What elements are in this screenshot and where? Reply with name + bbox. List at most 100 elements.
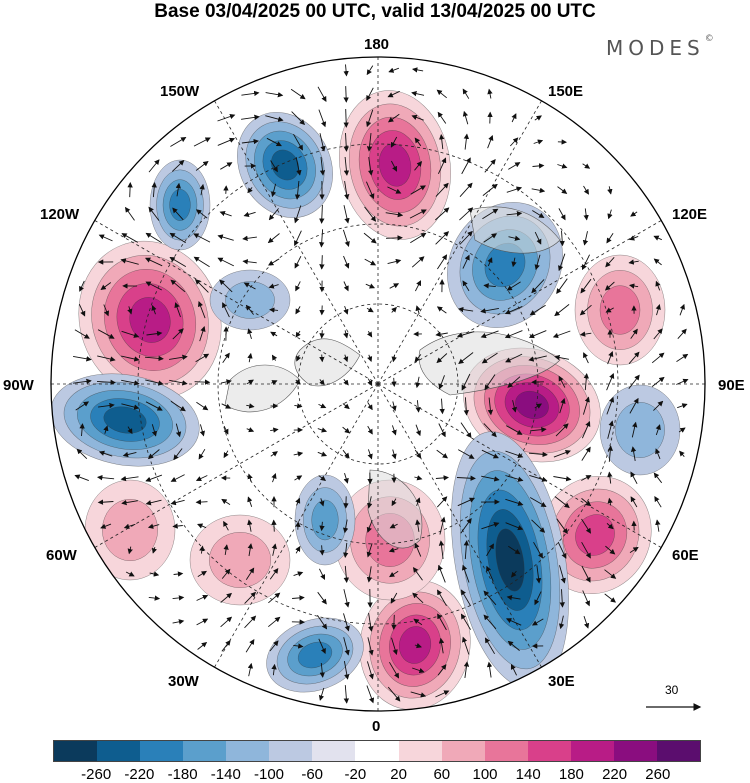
wind-arrow [196, 618, 209, 626]
wind-arrow [483, 423, 497, 438]
wind-arrow [343, 305, 349, 315]
wind-arrow [121, 233, 139, 243]
wind-arrow [366, 307, 374, 313]
wind-arrow [505, 450, 524, 459]
wind-arrow [481, 522, 500, 530]
wind-arrow [79, 423, 85, 437]
wind-arrow [557, 163, 568, 169]
wind-arrow [169, 379, 188, 386]
colorbar-swatch [398, 741, 442, 761]
wind-arrow [367, 378, 373, 387]
wind-arrow [270, 160, 278, 173]
wind-arrow [438, 540, 445, 559]
wind-arrow [295, 306, 301, 315]
wind-arrow [414, 280, 422, 292]
wind-arrow [318, 687, 325, 701]
wind-arrow [554, 354, 569, 361]
wind-arrow [388, 67, 400, 73]
wind-arrow [505, 498, 524, 506]
wind-arrow [343, 108, 349, 128]
wind-arrow [243, 211, 256, 217]
wind-arrow [655, 280, 661, 291]
wind-arrow [459, 182, 473, 198]
wind-arrow [122, 451, 137, 458]
wind-arrow [197, 641, 208, 650]
wind-arrow [195, 209, 208, 219]
meridian-line [377, 218, 664, 385]
wind-arrow [415, 497, 421, 507]
wind-arrow [391, 614, 397, 630]
wind-arrow [462, 110, 469, 125]
anomaly-contour [515, 390, 549, 420]
brand-name: MODES [606, 36, 705, 60]
wind-arrow [151, 546, 158, 554]
wind-arrow [533, 139, 544, 145]
wind-arrow [241, 114, 260, 121]
wind-arrow [295, 378, 301, 385]
wind-arrow [366, 109, 374, 128]
wind-arrow [144, 355, 164, 362]
wind-arrow [486, 565, 494, 582]
colorbar-tick-label: -20 [344, 766, 367, 783]
wind-arrow [196, 594, 209, 601]
wind-arrow [558, 253, 566, 272]
wind-arrow [295, 545, 301, 554]
wind-arrow [73, 355, 92, 362]
wind-arrow [389, 283, 400, 289]
wind-arrow [319, 379, 325, 386]
wind-arrow [221, 639, 231, 652]
wind-arrow [172, 207, 184, 221]
wind-arrow [217, 113, 236, 122]
wind-arrow [606, 372, 615, 391]
colorbar-tick-label: 20 [390, 766, 407, 783]
wind-arrow [579, 304, 592, 316]
wind-arrow [462, 254, 470, 269]
wind-arrow [367, 157, 374, 176]
wind-arrow [292, 595, 305, 601]
wind-arrow [529, 497, 547, 507]
wind-arrow [435, 182, 449, 197]
wind-arrow [606, 523, 614, 530]
wind-arrow [145, 474, 163, 482]
wind-arrow [217, 257, 235, 267]
wind-arrow [247, 543, 253, 557]
wind-arrow [296, 355, 302, 362]
wind-arrow [583, 185, 589, 195]
wind-arrow [385, 211, 404, 218]
wind-arrow [581, 541, 591, 559]
wind-arrow [366, 661, 374, 680]
anomaly-contour [615, 402, 665, 458]
wind-arrow [98, 450, 113, 457]
wind-arrow [607, 420, 614, 439]
wind-arrow [343, 132, 349, 152]
wind-arrow [435, 475, 449, 481]
wind-arrow [415, 519, 421, 532]
wind-arrow [437, 664, 447, 676]
wind-arrow [147, 449, 160, 460]
lon-label-60e: 60E [672, 547, 699, 564]
wind-arrow [270, 451, 278, 457]
wind-arrow [270, 427, 279, 433]
lon-label-90w: 90W [3, 377, 34, 394]
wind-arrow [317, 615, 328, 630]
wind-arrow [387, 113, 400, 123]
wind-arrow [581, 254, 591, 271]
wind-arrow [558, 208, 566, 221]
wind-arrow [458, 306, 474, 313]
wind-arrow [367, 496, 373, 509]
wind-arrow [630, 471, 638, 485]
wind-arrow [217, 137, 236, 146]
wind-arrow [412, 667, 425, 674]
wind-arrow [630, 446, 637, 461]
wind-arrow [318, 109, 327, 128]
wind-arrow [319, 662, 325, 678]
wind-arrow [103, 425, 109, 434]
wind-arrow [319, 498, 325, 507]
wind-arrow [195, 499, 208, 505]
wind-arrow [463, 540, 470, 560]
wind-arrow [366, 685, 375, 704]
wind-arrow [342, 403, 350, 410]
wind-arrow [390, 136, 398, 148]
wind-arrow [529, 474, 548, 482]
anomaly-contour [495, 528, 525, 592]
